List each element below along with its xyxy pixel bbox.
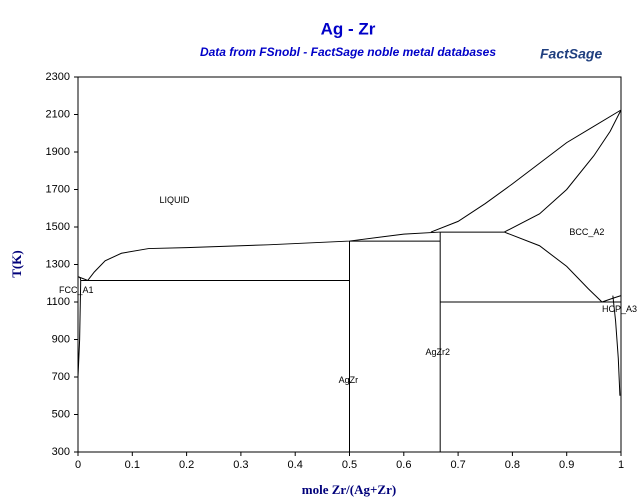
phase-label: BCC_A2 — [569, 227, 604, 237]
x-tick-label: 0.8 — [505, 459, 520, 471]
y-tick-label: 1100 — [46, 296, 70, 308]
phase-boundary — [601, 295, 622, 303]
phase-boundary — [77, 276, 82, 378]
y-tick-label: 1300 — [46, 258, 70, 270]
chart-title: Ag - Zr — [321, 19, 376, 38]
x-tick-label: 0.2 — [179, 459, 194, 471]
y-tick-label: 1900 — [46, 146, 70, 158]
x-tick-label: 0.4 — [288, 459, 303, 471]
y-tick-label: 900 — [52, 333, 70, 345]
phase-boundary — [612, 295, 621, 396]
x-tick-label: 1 — [618, 459, 624, 471]
phase-label: AgZr — [339, 375, 359, 385]
phase-boundary — [430, 109, 622, 233]
logo: FactSage — [540, 46, 602, 62]
y-tick-label: 1700 — [46, 183, 70, 195]
x-tick-label: 0.9 — [559, 459, 574, 471]
y-axis-label: T(K) — [9, 250, 24, 277]
y-tick-label: 1500 — [46, 221, 70, 233]
phase-label: HCP_A3 — [602, 304, 637, 314]
x-tick-label: 0.1 — [125, 459, 140, 471]
phase-boundary — [504, 109, 622, 233]
x-tick-label: 0 — [75, 459, 81, 471]
y-tick-label: 300 — [52, 446, 70, 458]
y-tick-label: 2100 — [46, 108, 70, 120]
x-tick-label: 0.5 — [342, 459, 357, 471]
x-axis-label: mole Zr/(Ag+Zr) — [302, 482, 396, 497]
x-tick-label: 0.6 — [396, 459, 411, 471]
y-tick-label: 2300 — [46, 71, 70, 83]
x-tick-label: 0.7 — [450, 459, 465, 471]
y-tick-label: 700 — [52, 371, 70, 383]
x-tick-label: 0.3 — [233, 459, 248, 471]
chart-subtitle: Data from FSnobl - FactSage noble metal … — [200, 45, 496, 59]
y-tick-label: 500 — [52, 408, 70, 420]
phase-label: FCC_A1 — [59, 285, 94, 295]
phase-label: AgZr2 — [426, 347, 451, 357]
phase-label: LIQUID — [159, 195, 190, 205]
phase-boundary — [77, 231, 441, 282]
phase-boundary — [504, 231, 603, 303]
